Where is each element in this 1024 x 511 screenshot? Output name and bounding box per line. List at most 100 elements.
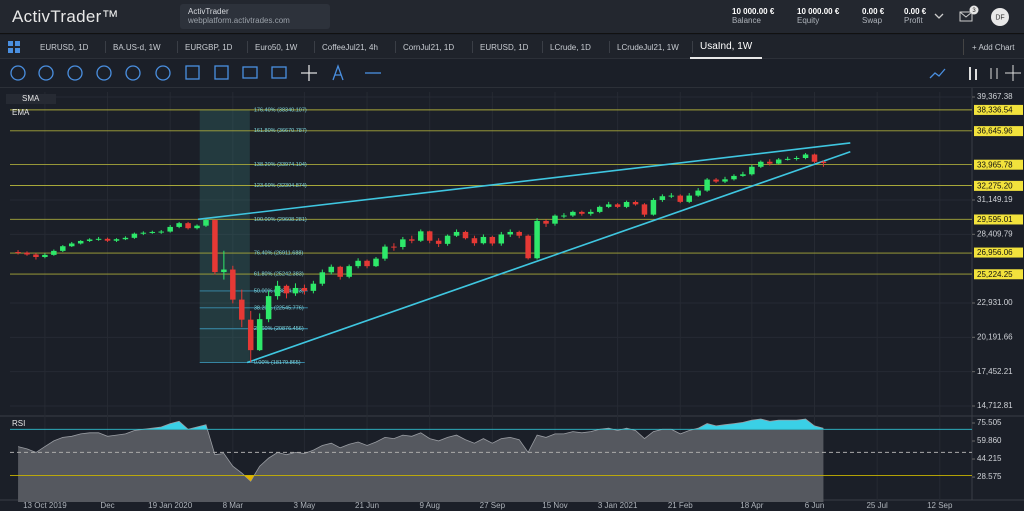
tab-separator	[609, 41, 610, 53]
price-tag	[974, 247, 1023, 258]
tool-icon[interactable]	[969, 67, 977, 80]
candle-body	[256, 319, 263, 351]
tab-separator	[472, 41, 473, 53]
price-tag-label: 33,965.78	[977, 160, 1013, 169]
avatar-initials: DF	[995, 14, 1004, 21]
mail-icon[interactable]	[959, 11, 973, 22]
candle-body	[453, 231, 460, 236]
header-icons: 3 DF	[934, 5, 1009, 26]
toolbar	[0, 59, 1024, 88]
tool-icon[interactable]	[10, 65, 26, 81]
tab-bar: + Add Chart EURUSD, 1D BA.US-d, 1W EURGBP,…	[0, 35, 1024, 59]
x-tick-label: Dec	[100, 501, 114, 510]
candle-body	[203, 220, 209, 226]
fib-zone	[199, 109, 250, 363]
candle-body	[767, 161, 773, 164]
candle-body	[444, 235, 451, 244]
tab[interactable]: CoffeeJul21, 4h	[322, 43, 378, 52]
candle-body	[176, 223, 182, 227]
candle-body	[516, 231, 522, 236]
price-tag-label: 36,645.96	[977, 127, 1013, 136]
candle-body	[149, 231, 156, 233]
candle-body	[784, 158, 791, 160]
crosshair-icon[interactable]	[301, 65, 317, 81]
fib-label: 123.60% (32304.874)	[254, 183, 307, 189]
tool-icon[interactable]	[125, 65, 141, 81]
price-tag	[974, 269, 1023, 280]
candle-body	[793, 157, 800, 159]
tool-icon[interactable]	[214, 65, 229, 80]
tool-icon[interactable]	[96, 65, 112, 81]
price-axis-bg	[972, 88, 1024, 511]
candle-body	[122, 237, 129, 240]
active-underline	[690, 57, 762, 59]
tool-icon[interactable]	[271, 66, 287, 79]
tool-icon[interactable]	[1005, 65, 1021, 81]
tab[interactable]: EURUSD, 1D	[40, 43, 89, 52]
candle-body	[731, 175, 737, 180]
chevron[interactable]	[934, 13, 944, 19]
y-tick-label: 31,149.19	[977, 195, 1013, 204]
chart: 13 Oct 2019 Dec 19 Jan 2020 8 Mar 3 May 21 Ju…	[0, 88, 1024, 511]
candle-body	[588, 211, 594, 214]
right-tools	[929, 65, 1021, 81]
add-chart[interactable]: + Add Chart	[972, 43, 1015, 52]
tool-icon[interactable]	[242, 66, 258, 79]
candle-body	[525, 235, 531, 259]
tab[interactable]: Euro50, 1W	[255, 43, 298, 52]
candle-body	[310, 283, 317, 291]
candle-body	[623, 201, 630, 207]
tab-separator	[692, 41, 693, 53]
x-tick-label: 25 Jul	[866, 501, 888, 510]
fib-label: 100.00% (29608.281)	[254, 217, 307, 223]
candle-body	[507, 231, 513, 235]
candle-body	[167, 226, 173, 232]
candle-body	[77, 240, 84, 244]
candle-body	[758, 161, 764, 167]
candle-body	[480, 236, 487, 244]
candle-body	[820, 161, 827, 164]
legend-bg	[6, 94, 56, 104]
tab[interactable]: EURGBP, 1D	[185, 43, 233, 52]
price-tag-label: 29,595.01	[977, 215, 1013, 224]
separator	[963, 39, 964, 55]
tool-icon[interactable]	[990, 68, 998, 79]
tab[interactable]: EURUSD, 1D	[480, 43, 529, 52]
candle-body	[596, 206, 603, 212]
candle-body	[15, 251, 21, 253]
candle-body	[337, 266, 343, 277]
candle-body	[749, 166, 755, 175]
candle-body	[614, 204, 621, 207]
candle-body	[274, 285, 281, 297]
candle-body	[212, 220, 218, 273]
tool-icon[interactable]	[929, 68, 946, 79]
tab[interactable]: BA.US-d, 1W	[113, 43, 161, 52]
candle-body	[740, 174, 746, 176]
tab[interactable]: UsaInd, 1W	[700, 41, 753, 52]
text-icon[interactable]	[332, 64, 344, 81]
candle-body	[489, 236, 496, 244]
rsi-area	[18, 419, 824, 502]
tool-icon[interactable]	[38, 65, 54, 81]
layout-icon[interactable]	[8, 41, 22, 53]
tool-icon[interactable]	[185, 65, 200, 80]
candle-body	[24, 252, 30, 255]
candle-body	[247, 319, 254, 351]
badge	[969, 5, 979, 15]
logo[interactable]: ActivTrader™	[12, 7, 119, 26]
avatar[interactable]	[991, 8, 1009, 26]
candle-body	[86, 239, 93, 241]
candle-body	[462, 231, 469, 239]
candle-body	[292, 287, 299, 294]
account-box[interactable]: ActivTrader webplatform.activtrades.com	[180, 4, 330, 29]
candle-body	[221, 269, 227, 273]
tool-icon[interactable]	[155, 65, 171, 81]
tool-icon[interactable]	[67, 65, 83, 81]
stat-value: 10 000.00 €	[732, 7, 775, 16]
price-tag-label: 25,224.25	[977, 270, 1013, 279]
tab[interactable]: LCrudeJul21, 1W	[617, 43, 679, 52]
candle-body	[775, 159, 782, 164]
tab[interactable]: CornJul21, 1D	[403, 43, 455, 52]
tab[interactable]: LCrude, 1D	[550, 43, 591, 52]
